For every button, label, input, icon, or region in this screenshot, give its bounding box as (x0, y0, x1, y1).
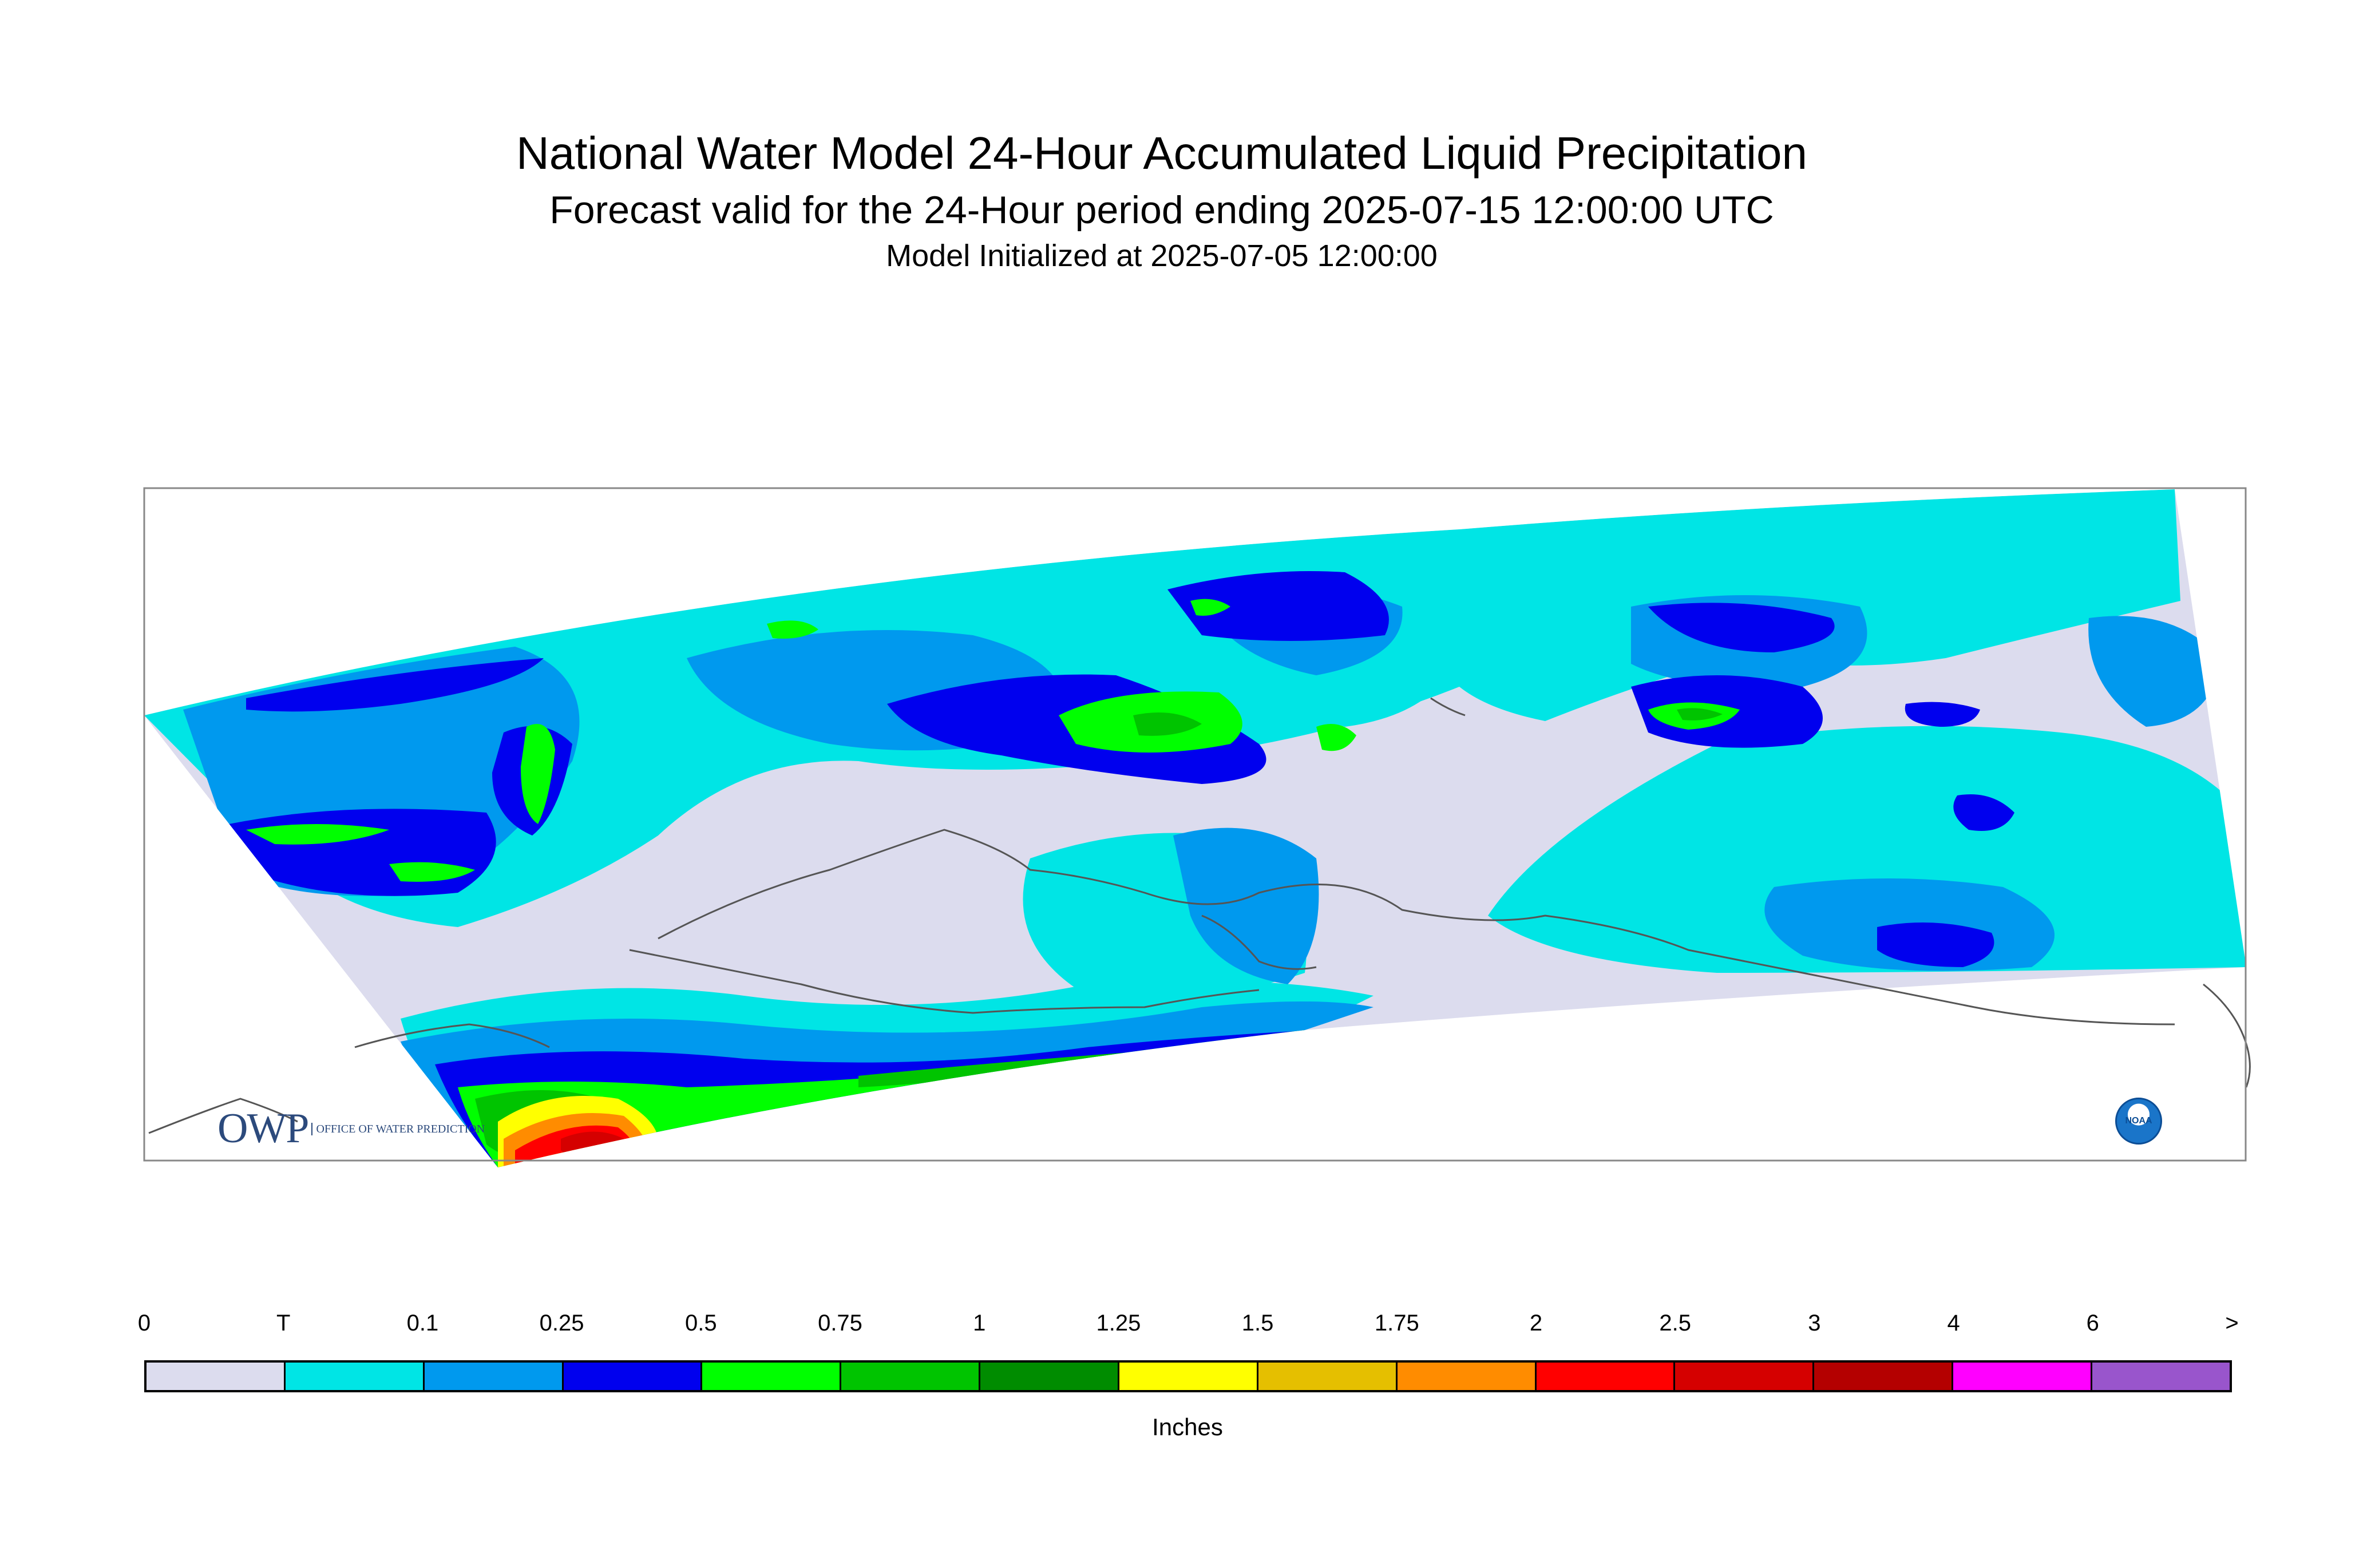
colorbar-tick-label: 0.1 (406, 1310, 439, 1336)
forecast-valid-subtitle: Forecast valid for the 24-Hour period en… (549, 188, 1774, 232)
colorbar-swatch (563, 1363, 703, 1390)
owp-logo-mark: OWP (217, 1105, 309, 1152)
colorbar-units: Inches (1152, 1413, 1223, 1440)
colorbar-swatch (1814, 1363, 1954, 1390)
map-frame (143, 487, 2247, 1162)
colorbar-tick-label: 2 (1529, 1310, 1543, 1336)
colorbar-swatch (2092, 1363, 2230, 1390)
noaa-logo: NOAA (2115, 1098, 2162, 1145)
map-title: National Water Model 24-Hour Accumulated… (516, 128, 1807, 179)
colorbar-swatch (1536, 1363, 1676, 1390)
colorbar-tick-label: 3 (1808, 1310, 1821, 1336)
colorbar-tick-label: 6 (2086, 1310, 2099, 1336)
colorbar-tick-label: 1.25 (1096, 1310, 1141, 1336)
coastline (148, 697, 2251, 1134)
colorbar-tick-label: 1.5 (1241, 1310, 1274, 1336)
colorbar-tick-label: 0 (137, 1310, 151, 1336)
colorbar-tick-label: 1 (973, 1310, 986, 1336)
colorbar-swatch (1397, 1363, 1537, 1390)
model-initialized-subtitle: Model Initialized at 2025-07-05 12:00:00 (886, 239, 1438, 273)
colorbar-swatch (285, 1363, 425, 1390)
owp-logo: OWP OFFICE OF WATER PREDICTION (217, 1104, 485, 1153)
colorbar-swatch (1675, 1363, 1815, 1390)
colorbar-swatch (841, 1363, 981, 1390)
colorbar-tick-label: 0.75 (818, 1310, 862, 1336)
colorbar-tick-label: 4 (1947, 1310, 1960, 1336)
colorbar-swatch (702, 1363, 842, 1390)
colorbar-tick-label: T (276, 1310, 291, 1336)
precipitation-field (144, 489, 2246, 1167)
colorbar-swatch (147, 1363, 286, 1390)
colorbar-swatch (1258, 1363, 1398, 1390)
colorbar-swatch (424, 1363, 564, 1390)
colorbar-tick-label: 0.25 (539, 1310, 584, 1336)
owp-logo-text: OFFICE OF WATER PREDICTION (311, 1122, 485, 1135)
colorbar-swatch (1953, 1363, 2093, 1390)
colorbar-tick-label: 0.5 (684, 1310, 717, 1336)
colorbar-swatch (980, 1363, 1120, 1390)
colorbar-tick-label: 2.5 (1659, 1310, 1691, 1336)
colorbar-tick-label: 1.75 (1374, 1310, 1419, 1336)
colorbar-swatch (1119, 1363, 1258, 1390)
colorbar (144, 1360, 2232, 1392)
colorbar-tick-label: > (2225, 1310, 2239, 1336)
noaa-logo-text: NOAA (2125, 1116, 2152, 1126)
